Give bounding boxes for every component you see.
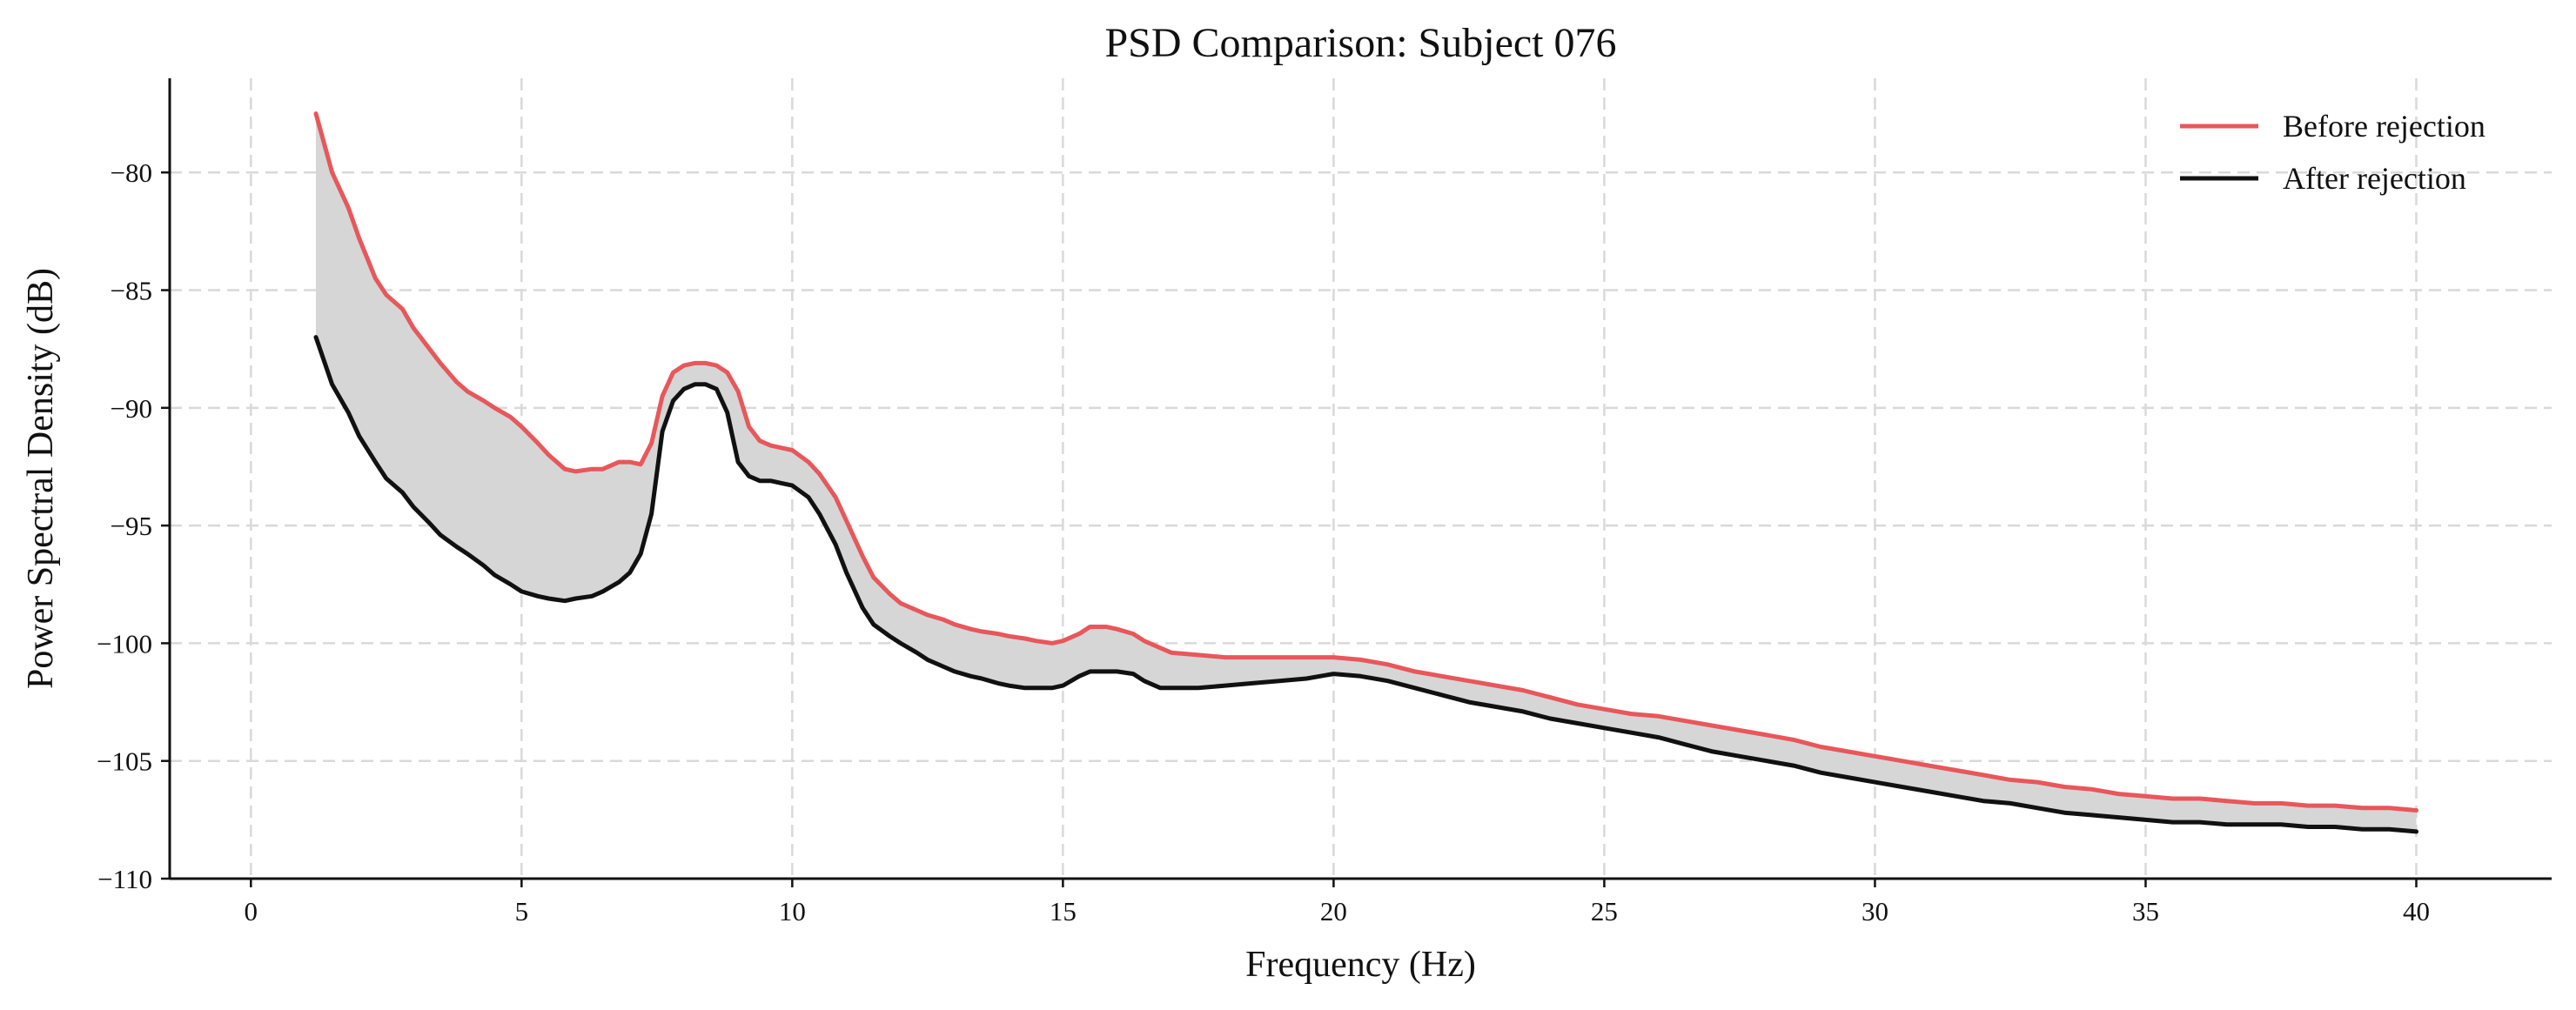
- x-tick-label: 0: [245, 896, 258, 926]
- y-tick-label: −80: [111, 157, 152, 188]
- x-tick-label: 15: [1050, 896, 1077, 926]
- y-tick-label: −105: [97, 746, 152, 777]
- fill-layer: [316, 113, 2417, 832]
- x-tick-label: 20: [1320, 896, 1347, 926]
- x-axis-label: Frequency (Hz): [1245, 945, 1476, 985]
- y-tick-label: −110: [97, 864, 152, 894]
- y-ticks: −110 −105 −100 −95 −90 −85 −80: [97, 157, 170, 894]
- legend-label-before: Before rejection: [2283, 109, 2485, 144]
- y-tick-label: −95: [111, 511, 152, 541]
- x-tick-label: 25: [1591, 896, 1618, 926]
- chart-title: PSD Comparison: Subject 076: [1104, 20, 1616, 66]
- y-tick-label: −90: [111, 393, 152, 424]
- x-tick-label: 30: [1862, 896, 1888, 926]
- y-tick-label: −100: [97, 628, 152, 659]
- series-layer: [313, 111, 2418, 834]
- legend-label-after: After rejection: [2283, 161, 2466, 196]
- axes-layer: [168, 78, 2552, 880]
- x-tick-label: 10: [779, 896, 806, 926]
- x-tick-label: 35: [2132, 896, 2159, 926]
- difference-fill: [316, 113, 2417, 832]
- x-tick-label: 40: [2403, 896, 2430, 926]
- series-line-before: [313, 111, 2418, 813]
- x-ticks: 0 5 10 15 20 25 30 35 40: [245, 879, 2430, 926]
- legend: Before rejection After rejection: [2180, 109, 2485, 196]
- y-tick-label: −85: [111, 276, 152, 306]
- y-axis-label: Power Spectral Density (dB): [21, 268, 61, 689]
- x-tick-label: 5: [515, 896, 529, 926]
- series-line-after: [313, 335, 2418, 834]
